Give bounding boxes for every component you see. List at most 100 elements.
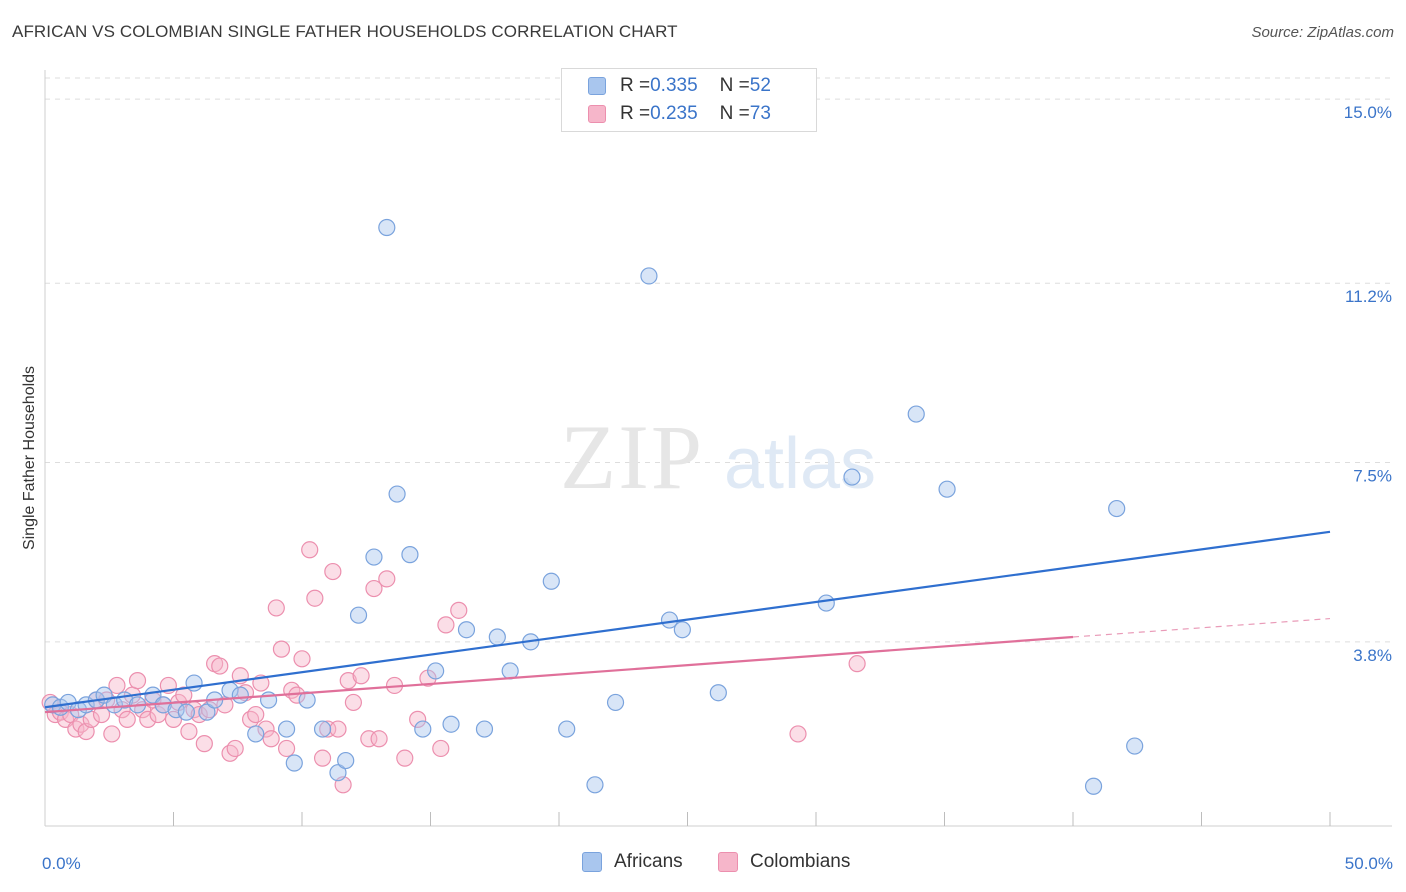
colombians-points: [41, 541, 866, 794]
africans-point-19: [247, 725, 265, 743]
tick-labels: 3.8% 7.5% 11.2% 15.0% 0.0% 50.0%: [42, 103, 1393, 873]
colombians-point-13: [108, 676, 126, 695]
colombians-point-33: [211, 657, 229, 675]
gridlines: [45, 77, 1392, 643]
colombians-legend-swatch: [718, 852, 738, 872]
colombians-point-30: [195, 735, 213, 753]
africans-points: [44, 218, 1144, 795]
africans-point-54: [1084, 777, 1103, 795]
africans-point-25: [329, 764, 347, 782]
legend-row-africans: R = 0.335 N = 52: [588, 75, 771, 97]
colombians-point-46: [277, 739, 296, 758]
africans-swatch: [588, 77, 606, 95]
y-axis-title: Single Father Households: [21, 365, 38, 551]
colombians-point-65: [396, 749, 414, 767]
colombians-point-63: [378, 570, 396, 588]
africans-point-30: [388, 485, 406, 503]
africans-point-18: [231, 686, 249, 704]
africans-point-31: [401, 546, 419, 564]
colombians-point-62: [370, 730, 388, 748]
colombians-n-value: 73: [749, 103, 771, 124]
y-tick-label-0: 3.8%: [1353, 646, 1392, 665]
y-tick-label-2: 11.2%: [1345, 287, 1392, 306]
series-legend: Africans Colombians: [0, 851, 1406, 877]
africans-r-label: R =: [620, 75, 651, 96]
africans-point-34: [442, 715, 460, 733]
axes: [44, 70, 1392, 827]
trend-lines: [44, 530, 1331, 714]
colombians-point-15: [118, 710, 136, 728]
africans-n-label: N =: [719, 75, 750, 96]
watermark: ZIP atlas: [560, 406, 876, 508]
colombians-swatch: [588, 105, 606, 123]
africans-point-46: [673, 621, 691, 639]
africans-legend-swatch: [582, 852, 602, 872]
legend-item-colombians: Colombians: [718, 851, 850, 873]
africans-point-26: [337, 751, 355, 770]
x-tick-label-1: 50.0%: [1345, 854, 1393, 873]
africans-point-35: [457, 621, 476, 639]
chart-title: AFRICAN VS COLOMBIAN SINGLE FATHER HOUSE…: [12, 22, 678, 41]
colombians-point-68: [432, 739, 450, 758]
africans-n-value: 52: [749, 75, 771, 96]
africans-point-29: [378, 218, 396, 237]
colombians-point-43: [262, 730, 280, 748]
africans-point-13: [177, 703, 195, 721]
stats-legend: R = 0.335 N = 52 R = 0.235 N = 73: [561, 68, 817, 132]
africans-point-28: [365, 548, 383, 566]
colombians-point-57: [339, 672, 357, 690]
africans-point-15: [198, 703, 216, 721]
colombians-point-24: [164, 710, 183, 728]
watermark-atlas: atlas: [724, 424, 876, 504]
y-tick-label-3: 15.0%: [1344, 103, 1392, 122]
africans-point-48: [817, 594, 835, 612]
colombians-point-35: [221, 744, 239, 762]
colombians-point-40: [247, 705, 265, 724]
colombians-point-12: [103, 725, 121, 743]
colombians-r-label: R =: [620, 103, 651, 124]
legend-row-colombians: R = 0.235 N = 73: [588, 103, 771, 125]
africans-point-32: [414, 720, 432, 738]
colombians-point-59: [352, 667, 370, 685]
africans-point-40: [542, 572, 560, 590]
colombians-point-54: [324, 562, 342, 581]
colombians-point-5: [67, 720, 85, 738]
africans-trend-line: [44, 530, 1331, 709]
africans-point-27: [349, 606, 368, 624]
colombians-point-49: [293, 650, 311, 668]
colombians-point-66: [409, 710, 427, 728]
y-tick-label-1: 7.5%: [1353, 467, 1392, 486]
colombians-point-42: [257, 720, 275, 738]
colombians-n-label: N =: [719, 103, 750, 124]
africans-point-49: [843, 468, 861, 486]
colombians-point-36: [226, 739, 244, 758]
africans-point-21: [277, 720, 296, 738]
source-credit: Source: ZipAtlas.com: [1251, 24, 1394, 41]
africans-point-43: [606, 693, 625, 712]
colombians-trend-line: [44, 635, 1074, 714]
colombians-point-45: [272, 640, 291, 658]
watermark-zip: ZIP: [560, 406, 704, 508]
colombians-point-55: [329, 720, 347, 738]
colombians-point-72: [848, 655, 866, 673]
x-tick-label-0: 0.0%: [42, 854, 81, 873]
africans-point-36: [475, 720, 494, 738]
colombians-point-17: [128, 672, 147, 690]
africans-point-38: [501, 662, 519, 680]
colombians-point-31: [200, 701, 219, 719]
africans-legend-label: Africans: [614, 851, 683, 872]
colombians-point-50: [301, 541, 319, 559]
africans-point-44: [640, 267, 658, 285]
africans-point-42: [586, 776, 604, 794]
colombians-trend-extension: [1072, 617, 1331, 638]
africans-point-52: [1108, 499, 1126, 518]
africans-point-22: [285, 754, 303, 772]
africans-point-41: [558, 720, 576, 738]
africans-point-37: [488, 628, 506, 646]
colombians-point-44: [267, 599, 285, 617]
colombians-point-52: [313, 749, 332, 767]
africans-point-51: [938, 480, 956, 498]
colombians-point-51: [306, 589, 324, 607]
colombians-point-26: [175, 686, 193, 704]
